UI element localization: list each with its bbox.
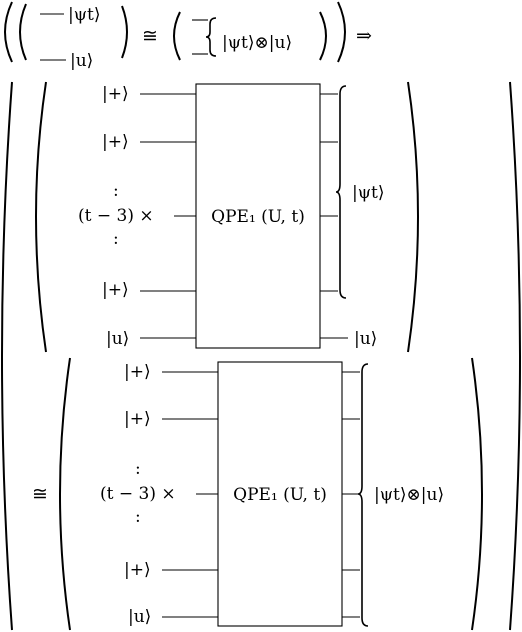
- circuit2-left-paren: [59, 357, 71, 631]
- circuit-2: ≅ |+⟩ |+⟩ : (t − 3) × : |+⟩ |u⟩ QPE₁ (U,…: [32, 357, 483, 631]
- circuit2-output-state: |ψt⟩⊗|u⟩: [374, 485, 444, 505]
- circuit1-input-plus-1: |+⟩: [102, 84, 129, 104]
- circuit2-input-plus-1: |+⟩: [124, 362, 151, 382]
- circuit1-gate-label: QPE₁ (U, t): [211, 207, 305, 227]
- circuit1-input-u: |u⟩: [106, 329, 129, 349]
- circuit1-input-multiplier: (t − 3) ×: [78, 206, 154, 226]
- header-congruent: ≅: [142, 25, 158, 47]
- tensor-left-paren: [173, 11, 181, 61]
- circuit1-output-brace: [335, 85, 347, 299]
- inner-right-paren: [121, 5, 128, 59]
- circuit2-output-brace: [357, 363, 369, 627]
- outer-right-paren: [337, 1, 346, 63]
- circuit2-gate-label: QPE₁ (U, t): [233, 485, 327, 505]
- header-psi-ket: |ψt⟩: [68, 5, 101, 25]
- circuit2-input-u: |u⟩: [128, 607, 151, 627]
- circuit2-input-plus-2: |+⟩: [124, 409, 151, 429]
- circuit1-right-paren: [407, 81, 419, 353]
- circuit2-right-paren: [471, 357, 483, 631]
- tensor-brace: [205, 17, 217, 57]
- tensor-right-paren: [319, 11, 327, 61]
- circuit1-input-plus-2: |+⟩: [102, 132, 129, 152]
- header-u-ket: |u⟩: [70, 51, 93, 71]
- circuit1-output-state: |ψt⟩: [352, 183, 385, 203]
- big-right-paren: [509, 81, 521, 631]
- big-left-paren: [1, 81, 13, 631]
- circuit-1: |+⟩ |+⟩ : (t − 3) × : |+⟩ |u⟩ QPE₁ (U, t…: [35, 81, 419, 353]
- circuit1-input-plus-3: |+⟩: [102, 280, 129, 300]
- inner-left-paren: [19, 3, 27, 61]
- circuit1-output-u: |u⟩: [354, 329, 377, 349]
- header-equation: |ψt⟩ |u⟩ ≅ |ψt⟩⊗|u⟩ ⇒: [4, 1, 372, 71]
- circuit1-dots-bottom: :: [113, 229, 119, 249]
- header-tensor-state: |ψt⟩⊗|u⟩: [222, 33, 292, 53]
- header-implies: ⇒: [356, 25, 372, 47]
- circuit1-dots-top: :: [113, 181, 119, 201]
- circuit2-congruent: ≅: [32, 483, 48, 505]
- outer-left-paren: [4, 1, 13, 63]
- circuit2-dots-bottom: :: [135, 507, 141, 527]
- circuit2-dots-top: :: [135, 459, 141, 479]
- circuit1-left-paren: [35, 81, 47, 353]
- circuit2-input-multiplier: (t − 3) ×: [100, 484, 176, 504]
- circuit2-qpe-gate: [217, 361, 343, 627]
- circuit2-input-plus-3: |+⟩: [124, 560, 151, 580]
